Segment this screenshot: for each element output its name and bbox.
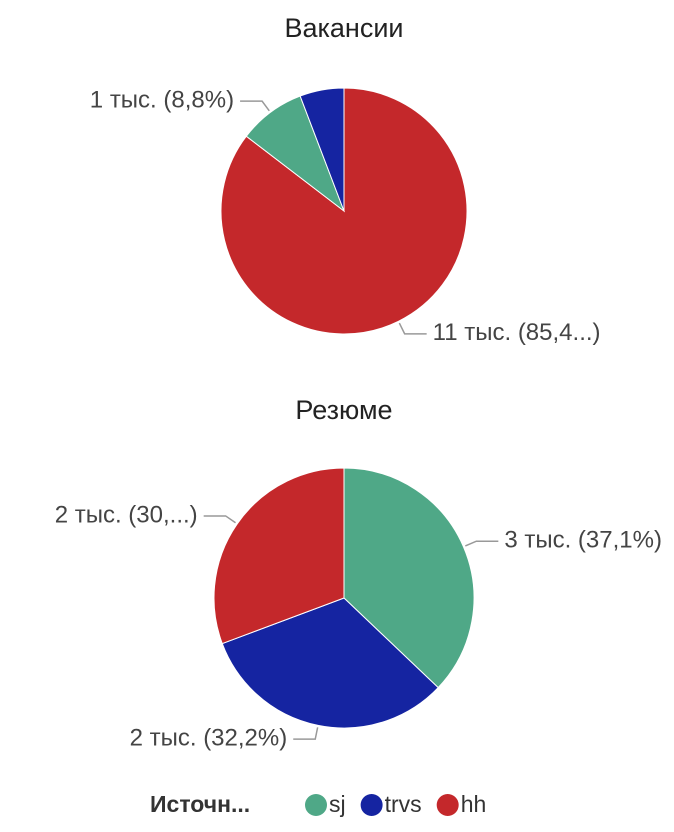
- leader-line: [203, 515, 236, 524]
- data-label: 3 тыс. (37,1%): [504, 527, 662, 554]
- pie-slice: [221, 597, 439, 729]
- legend-marker: [360, 794, 383, 816]
- data-label: 1 тыс. (8,8%): [90, 87, 234, 114]
- pie-slice: [343, 467, 475, 689]
- leader-line: [465, 540, 499, 547]
- leader-line: [240, 100, 270, 112]
- pie-slice: [213, 467, 345, 645]
- data-label: 11 тыс. (85,4...): [433, 319, 601, 346]
- legend-marker: [305, 794, 327, 816]
- pie-slice: [299, 87, 345, 212]
- legend-marker: [436, 794, 459, 816]
- legend-label: hh: [461, 791, 487, 817]
- leader-line: [293, 727, 319, 740]
- data-label: 2 тыс. (30,...): [55, 501, 198, 528]
- chart-title: Резюме: [295, 395, 392, 425]
- legend-title: Источн...: [150, 791, 250, 817]
- data-label: 2 тыс. (32,2%): [130, 724, 288, 751]
- leader-line: [398, 322, 427, 335]
- chart-title: Вакансии: [284, 13, 403, 43]
- legend-label: trvs: [385, 791, 422, 817]
- legend-label: sj: [329, 791, 346, 817]
